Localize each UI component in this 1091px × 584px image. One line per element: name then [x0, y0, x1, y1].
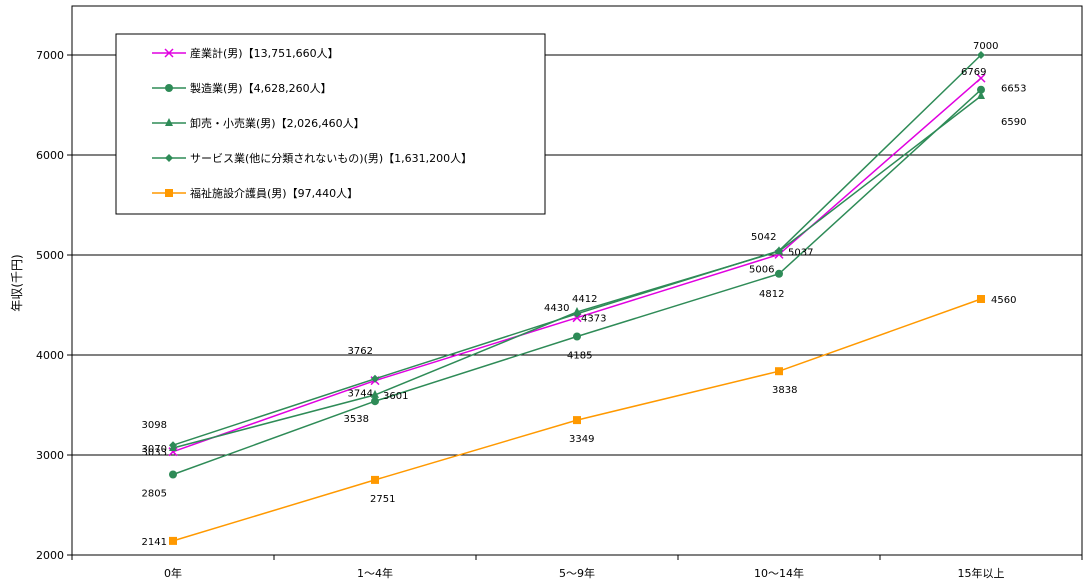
legend-label: 産業計(男)【13,751,660人】: [190, 46, 339, 60]
x-tick-label: 5～9年: [559, 566, 595, 580]
data-point: [977, 91, 985, 99]
legend-label: 卸売・小売業(男)【2,026,460人】: [190, 116, 365, 130]
data-point: [169, 470, 177, 479]
data-label: 3762: [348, 346, 373, 357]
data-point: [573, 309, 581, 318]
data-label: 3098: [142, 420, 167, 431]
data-label: 7000: [973, 41, 998, 52]
data-label: 4812: [759, 289, 784, 300]
y-tick-label: 6000: [36, 149, 64, 162]
legend-marker: [164, 48, 174, 58]
data-label: 4373: [581, 314, 606, 325]
data-point: [775, 246, 783, 255]
data-point: [977, 51, 985, 59]
legend-marker: [165, 84, 173, 92]
legend-label: 製造業(男)【4,628,260人】: [190, 81, 332, 95]
series-3: [169, 51, 985, 450]
x-tick-label: 0年: [164, 566, 182, 580]
y-tick-label: 4000: [36, 349, 64, 362]
data-label: 2141: [142, 537, 167, 548]
legend: 産業計(男)【13,751,660人】製造業(男)【4,628,260人】卸売・…: [115, 33, 546, 215]
x-tick-label: 10～14年: [754, 566, 804, 580]
data-point: [775, 269, 783, 278]
data-point: [371, 475, 379, 484]
data-label: 3349: [569, 434, 594, 445]
data-labels: 3033 3744 4373 5006 6769 2805 3538 4185 4812 6653…: [142, 41, 1027, 548]
y-tick-label: 2000: [36, 549, 64, 562]
data-label: 6590: [1001, 117, 1026, 128]
data-label: 3033: [142, 448, 167, 459]
series-group: [168, 51, 986, 545]
y-tick-label: 5000: [36, 249, 64, 262]
series-4: [169, 295, 985, 545]
legend-box: [115, 33, 546, 215]
legend-label: サービス業(他に分類されないもの)(男)【1,631,200人】: [190, 152, 472, 165]
data-label: 3070: [142, 444, 167, 455]
data-label: 5042: [751, 232, 776, 243]
data-point: [573, 416, 581, 425]
y-tick-label: 3000: [36, 449, 64, 462]
data-label: 5037: [788, 247, 813, 258]
data-point: [371, 374, 379, 383]
data-label: 4412: [572, 294, 597, 305]
data-label: 6769: [961, 67, 986, 78]
data-label: 6653: [1001, 84, 1026, 95]
x-tick-label: 15年以上: [958, 566, 1005, 580]
data-point: [775, 367, 783, 376]
data-label: 5006: [749, 264, 774, 275]
legend-marker: [165, 189, 173, 197]
data-label: 2805: [142, 489, 167, 500]
data-point: [169, 536, 177, 545]
legend-marker: [165, 118, 173, 126]
axes: 2000 3000 4000 5000 6000 7000 0年 1～4年 5～9年 10～14年…: [36, 49, 1083, 580]
data-label: 4430: [544, 303, 569, 314]
data-point: [977, 295, 985, 303]
legend-label: 福祉施設介護員(男)【97,440人】: [190, 186, 358, 200]
data-label: 3838: [772, 385, 797, 396]
data-point: [977, 85, 985, 94]
data-label: 4560: [991, 295, 1016, 306]
data-label: 2751: [370, 494, 395, 505]
data-point: [371, 389, 379, 398]
y-tick-label: 7000: [36, 49, 64, 62]
data-point: [371, 397, 379, 406]
data-label: 4185: [567, 351, 592, 362]
series-1: [169, 85, 985, 479]
legend-marker: [165, 154, 173, 162]
data-label: 3538: [344, 414, 369, 425]
data-point: [976, 73, 986, 83]
x-tick-label: 1～4年: [357, 566, 393, 580]
data-point: [573, 332, 581, 341]
data-label: 3601: [383, 391, 408, 402]
data-point: [169, 441, 177, 450]
y-axis-label: 年収(千円): [10, 254, 24, 311]
data-label: 3744: [348, 389, 373, 400]
